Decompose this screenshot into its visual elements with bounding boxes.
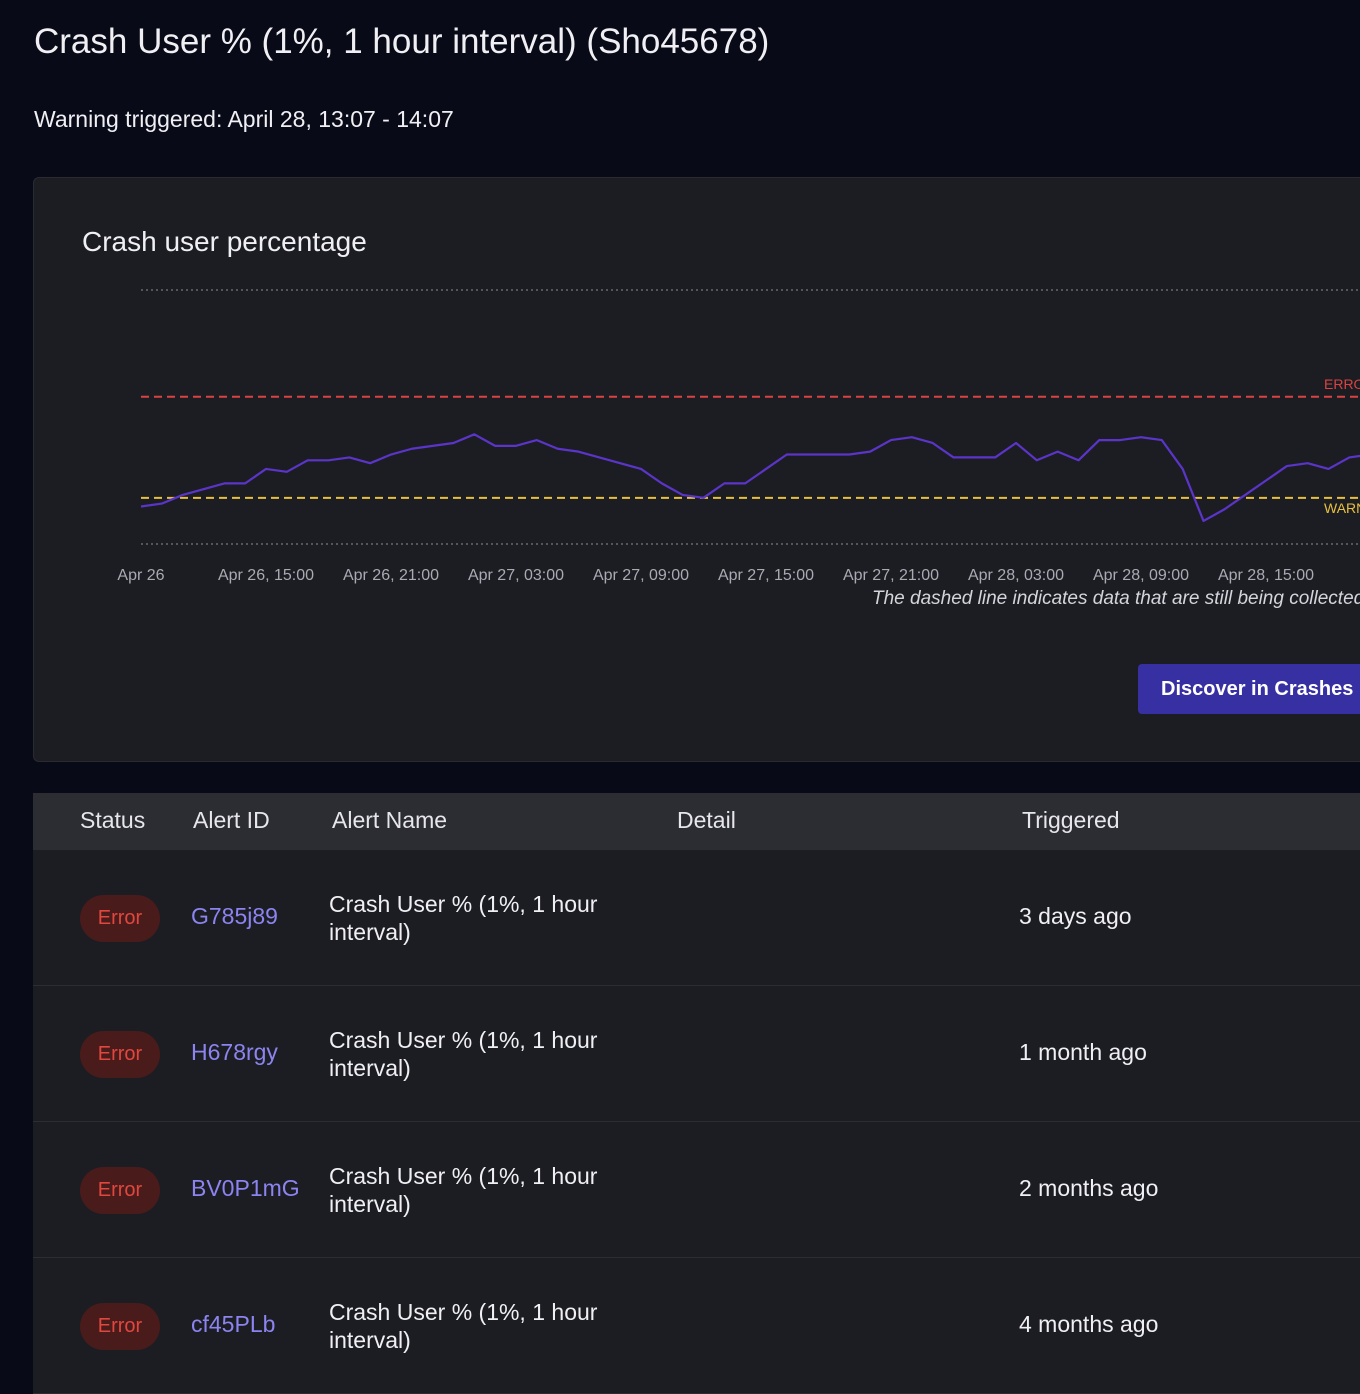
x-tick-label: Apr 28, 03:00 (968, 567, 1064, 584)
series-line (140, 433, 1360, 523)
chart-title: Crash user percentage (82, 226, 367, 257)
x-tick-label: Apr 27, 21:00 (843, 567, 939, 584)
status-badge: Error (80, 1303, 160, 1350)
table-row[interactable]: Error G785j89 Crash User % (1%, 1 hour i… (33, 850, 1360, 986)
alert-name: Crash User % (1%, 1 hour interval) (329, 891, 598, 945)
alert-name: Crash User % (1%, 1 hour interval) (329, 1027, 598, 1081)
table-row[interactable]: Error cf45PLb Crash User % (1%, 1 hour i… (33, 1258, 1360, 1394)
alerts-table: Status Alert ID Alert Name Detail Trigge… (33, 793, 1360, 1394)
status-badge: Error (80, 895, 160, 942)
header-detail[interactable]: Detail (677, 807, 736, 833)
alert-id-link[interactable]: cf45PLb (191, 1311, 276, 1337)
header-triggered[interactable]: Triggered (1022, 807, 1120, 833)
table-row[interactable]: Error BV0P1mG Crash User % (1%, 1 hour i… (33, 1122, 1360, 1258)
x-tick-label: Apr 28, 09:00 (1093, 567, 1189, 584)
x-tick-label: Apr 28, 15:00 (1218, 567, 1314, 584)
warning-threshold-label: WARNING (1324, 500, 1360, 516)
triggered-time: 4 months ago (1019, 1311, 1159, 1337)
header-status[interactable]: Status (80, 807, 146, 833)
chart-card: Crash user percentage 0.6%0.8%1%1.2%Apr … (33, 177, 1360, 762)
triggered-time: 1 month ago (1019, 1039, 1147, 1065)
alert-id-link[interactable]: G785j89 (191, 903, 278, 929)
x-tick-label: Apr 26, 21:00 (343, 567, 439, 584)
header-alert-id[interactable]: Alert ID (193, 807, 270, 833)
discover-in-crashes-button[interactable]: Discover in Crashes (1138, 664, 1360, 714)
status-badge: Error (80, 1031, 160, 1078)
collecting-data-note: The dashed line indicates data that are … (872, 588, 1360, 609)
table-header: Status Alert ID Alert Name Detail Trigge… (33, 793, 1360, 850)
x-tick-label: Apr 27, 03:00 (468, 567, 564, 584)
x-tick-label: Apr 27, 15:00 (718, 567, 814, 584)
triggered-time: 2 months ago (1019, 1175, 1159, 1201)
table-row[interactable]: Error H678rgy Crash User % (1%, 1 hour i… (33, 986, 1360, 1122)
page-title: Crash User % (1%, 1 hour interval) (Sho4… (34, 22, 770, 61)
x-tick-label: Apr 26, 15:00 (218, 567, 314, 584)
x-tick-label: Apr 26 (117, 567, 164, 584)
error-threshold-label: ERROR (1324, 376, 1360, 392)
alert-name: Crash User % (1%, 1 hour interval) (329, 1163, 598, 1217)
triggered-time: 3 days ago (1019, 903, 1132, 929)
x-tick-label: Apr 27, 09:00 (593, 567, 689, 584)
header-alert-name[interactable]: Alert Name (332, 807, 448, 833)
status-badge: Error (80, 1167, 160, 1214)
alert-id-link[interactable]: BV0P1mG (191, 1175, 300, 1201)
alert-id-link[interactable]: H678rgy (191, 1039, 278, 1065)
warning-triggered-text: Warning triggered: April 28, 13:07 - 14:… (34, 106, 454, 132)
alert-name: Crash User % (1%, 1 hour interval) (329, 1299, 598, 1353)
